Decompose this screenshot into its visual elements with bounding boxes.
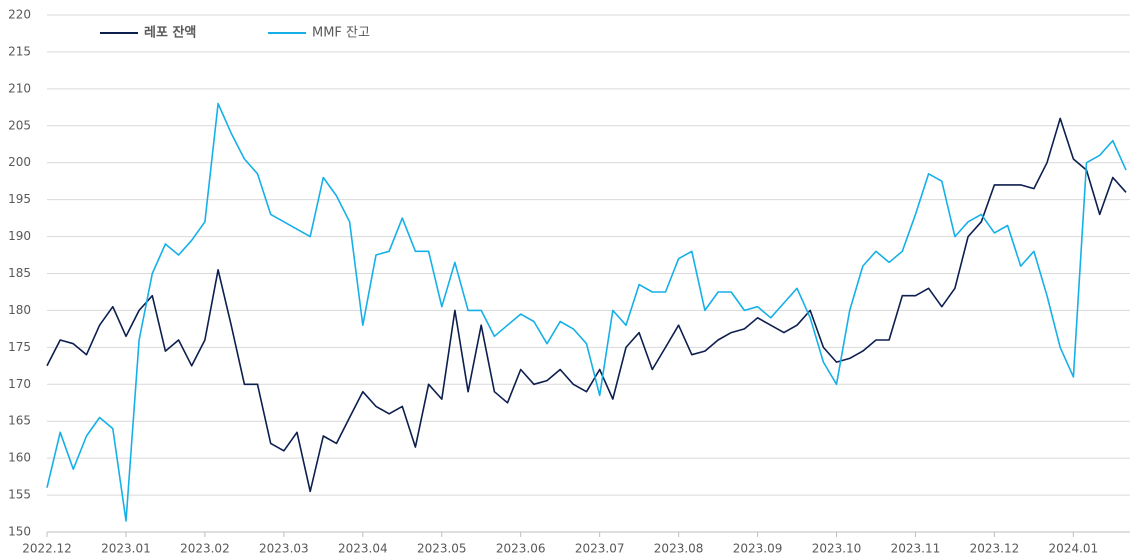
y-tick-label: 215 [8,44,31,58]
x-tick-label: 2023.04 [338,542,388,555]
y-tick-label: 170 [8,377,31,391]
x-tick-label: 2023.07 [575,542,625,555]
y-tick-label: 200 [8,155,31,169]
y-tick-label: 185 [8,266,31,280]
series-line [46,117,1127,493]
legend-label: MMF 잔고 [312,26,370,41]
x-tick-label: 2022.12 [22,542,72,555]
x-tick-label: 2023.11 [891,542,941,555]
y-tick-label: 150 [8,525,31,539]
y-tick-label: 210 [8,81,31,95]
y-tick-label: 175 [8,340,31,354]
x-tick-label: 2023.09 [733,542,783,555]
y-tick-label: 195 [8,192,31,206]
x-tick-label: 2023.12 [970,542,1020,555]
x-tick-label: 2023.08 [654,542,704,555]
x-tick-label: 2024.01 [1049,542,1099,555]
x-tick-label: 2023.03 [259,542,309,555]
y-tick-label: 160 [8,451,31,465]
y-tick-label: 155 [8,488,31,502]
x-tick-label: 2023.01 [101,542,151,555]
y-tick-label: 220 [8,8,31,22]
x-tick-label: 2023.02 [180,542,230,555]
legend-label: 레포 잔액 [144,25,196,41]
x-tick-label: 2023.10 [812,542,862,555]
series-line [46,102,1127,522]
y-tick-label: 180 [8,303,31,317]
x-tick-label: 2023.06 [496,542,546,555]
x-tick-label: 2023.05 [417,542,467,555]
y-tick-label: 190 [8,229,31,243]
y-tick-label: 165 [8,414,31,428]
y-tick-label: 205 [8,118,31,132]
